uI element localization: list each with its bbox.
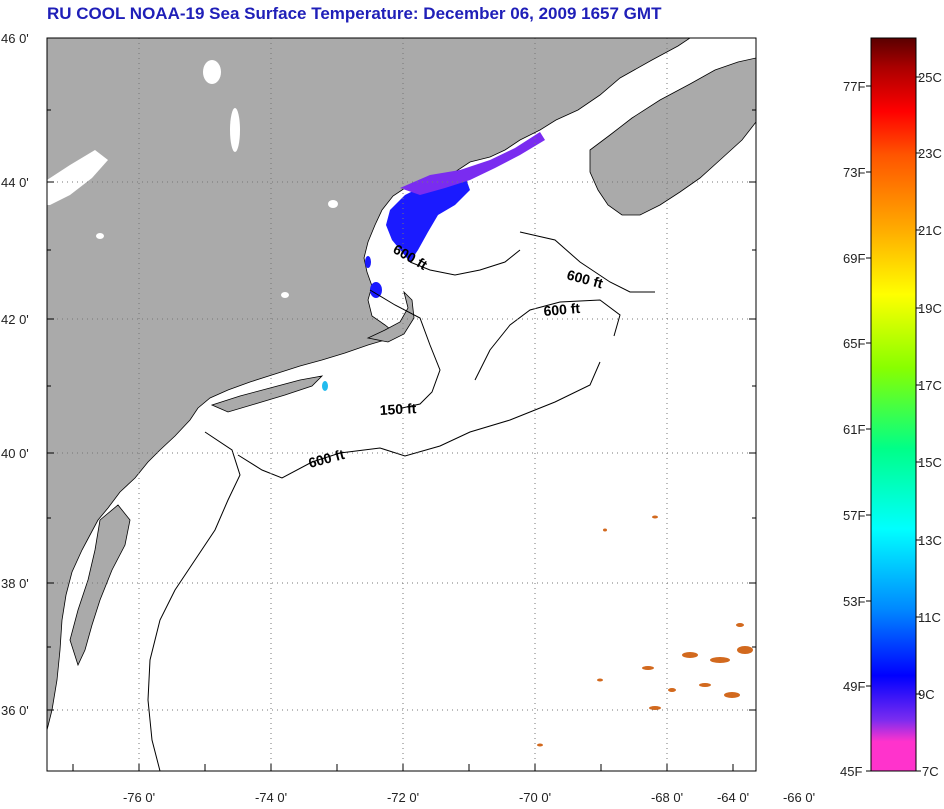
colorbar-c-label: 15C [918,455,942,470]
colorbar-c-label: 13C [918,533,942,548]
colorbar-c-label: 23C [918,146,942,161]
depth-contours [147,231,655,771]
colorbar-c-label: 9C [918,687,935,702]
lat-label: 44 0' [1,175,29,190]
sst-blue-patch [386,176,470,262]
colorbar-f-label: 61F [843,422,865,437]
lat-label: 46 0' [1,31,29,46]
long-island-land [210,375,324,413]
contour-label: 150 ft [379,400,417,418]
lake [96,233,104,239]
lat-label: 42 0' [1,312,29,327]
contour-label: 600 ft [543,300,581,319]
lat-label: 38 0' [1,576,29,591]
lat-label: 36 0' [1,703,29,718]
sst-warm-patches [537,515,753,747]
colorbar-f-label: 77F [843,79,865,94]
sst-purple-fringe [400,132,545,195]
lon-label: -66 0' [783,790,815,805]
sst-cyan-patch [322,381,328,391]
map-title: RU COOL NOAA-19 Sea Surface Temperature:… [47,4,662,23]
lon-label: -76 0' [123,790,155,805]
colorbar-c-label: 25C [918,70,942,85]
lon-ticks [72,764,734,771]
graticule [47,38,756,771]
lake [281,292,289,298]
colorbar-c-label: 11C [918,610,941,625]
colorbar-f-label: 69F [843,251,865,266]
sst-blue-patch [365,256,371,268]
nova-scotia-land [589,57,756,216]
colorbar-c-label: 17C [918,378,942,393]
cape-cod-land [366,290,415,343]
colorbar-f-label: 73F [843,165,865,180]
colorbar-f-label: 65F [843,336,865,351]
sst-blue-patch [370,282,382,298]
colorbar-c-label: 7C [922,764,939,779]
colorbar-f-label: 57F [843,508,865,523]
colorbar [870,37,917,772]
colorbar-f-label: 53F [843,594,865,609]
lake [47,150,108,205]
lake [230,108,240,152]
colorbar-f-label: 49F [843,679,865,694]
colorbar-ticks [866,76,921,772]
colorbar-c-label: 19C [918,301,942,316]
lake [328,200,338,208]
lon-label: -74 0' [255,790,287,805]
lat-label: 40 0' [1,446,29,461]
lat-ticks [47,37,756,711]
lon-label: -70 0' [519,790,551,805]
lon-label: -68 0' [651,790,683,805]
lon-label: -72 0' [387,790,419,805]
delmarva-land [69,504,131,667]
lake [203,60,221,84]
map-frame [46,37,757,772]
colorbar-f-label: 45F [840,764,862,779]
lon-label: -64 0' [717,790,749,805]
colorbar-c-label: 21C [918,223,942,238]
